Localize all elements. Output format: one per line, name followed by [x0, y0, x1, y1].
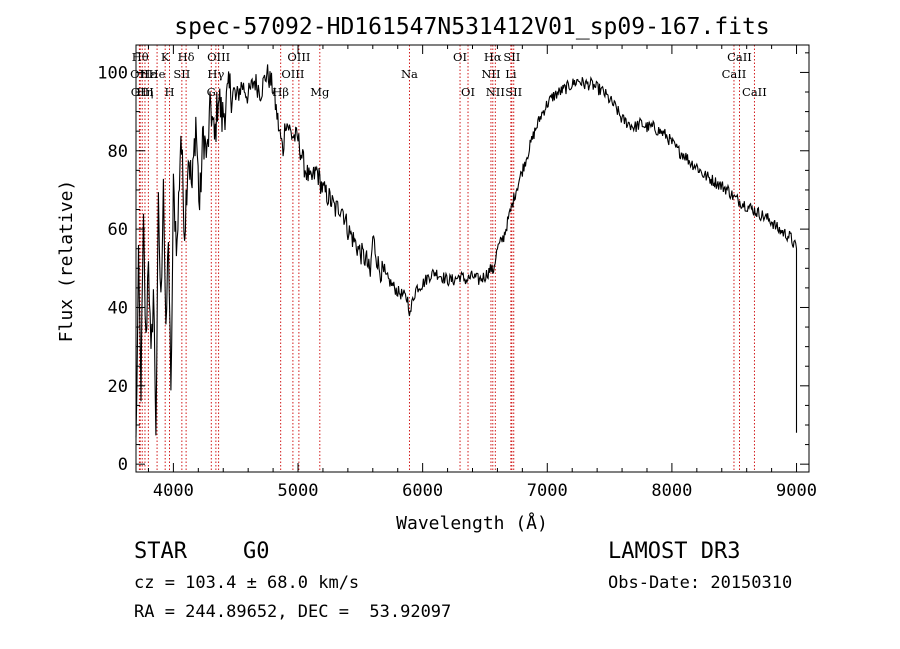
- x-axis-ticks: 4000 5000 6000 7000 8000 9000: [147, 45, 817, 501]
- line-marker-label: Hγ: [207, 67, 224, 81]
- line-marker-label: Hβ: [272, 85, 289, 99]
- x-tick-label: 7000: [527, 481, 568, 501]
- survey-name: LAMOST DR3: [608, 539, 741, 564]
- line-marker-label: Hη: [137, 85, 154, 99]
- y-tick-label: 20: [108, 377, 128, 397]
- line-marker-label: CaII: [727, 50, 752, 64]
- line-marker-label: OIII: [207, 50, 230, 64]
- line-marker-label: OI: [461, 85, 475, 99]
- observation-date: Obs-Date: 20150310: [608, 573, 793, 593]
- line-marker-label: Hδ: [178, 50, 195, 64]
- coordinates: RA = 244.89652, DEC = 53.92097: [134, 602, 452, 622]
- line-marker-label: OIII: [281, 67, 304, 81]
- x-tick-label: 4000: [153, 481, 194, 501]
- line-marker-label: Hε: [140, 67, 156, 81]
- line-marker-label: Hα: [484, 50, 502, 64]
- x-tick-label: 6000: [402, 481, 443, 501]
- line-marker-label: Na: [401, 67, 418, 81]
- y-tick-label: 0: [118, 455, 128, 475]
- object-subclass: G0: [243, 539, 270, 564]
- y-tick-label: 60: [108, 220, 128, 240]
- line-marker-label: G: [207, 85, 216, 99]
- line-marker-label: Mg: [310, 85, 330, 99]
- spectral-line-labels: HθOIIOIIIHηHεHeKHSIIHδGHγOIIIHβOIIIOIIIM…: [130, 50, 767, 99]
- y-tick-label: 100: [97, 63, 128, 83]
- line-marker-label: CaII: [722, 67, 747, 81]
- line-marker-label: Hθ: [132, 50, 149, 64]
- line-marker-label: SII: [173, 67, 190, 81]
- line-marker-label: OI: [453, 50, 467, 64]
- y-axis-label: Flux (relative): [56, 180, 77, 343]
- y-tick-label: 40: [108, 298, 128, 318]
- x-axis-label: Wavelength (Å): [396, 512, 548, 534]
- line-marker-label: OII: [130, 67, 149, 81]
- line-marker-label: NII: [481, 67, 500, 81]
- object-class: STAR: [134, 539, 187, 564]
- spectral-line-markers: [138, 45, 755, 472]
- y-tick-label: 80: [108, 142, 128, 162]
- y-axis-ticks: 0 20 40 60 80 100: [97, 52, 809, 475]
- line-marker-label: NII: [486, 85, 505, 99]
- line-marker-label: H: [165, 85, 175, 99]
- line-marker-label: SII: [505, 85, 522, 99]
- line-marker-label: He: [149, 67, 166, 81]
- line-marker-label: K: [161, 50, 170, 64]
- x-tick-label: 8000: [651, 481, 692, 501]
- plot-frame: [135, 44, 810, 473]
- spectrum-line: [135, 64, 798, 438]
- x-tick-label: 9000: [776, 481, 817, 501]
- x-tick-label: 5000: [278, 481, 319, 501]
- line-marker-label: Li: [505, 67, 517, 81]
- plot-axes: [135, 44, 810, 473]
- line-marker-label: CaII: [742, 85, 767, 99]
- chart-title: spec-57092-HD161547N531412V01_sp09-167.f…: [174, 14, 769, 40]
- line-marker-label: OIII: [287, 50, 310, 64]
- line-marker-label: SII: [503, 50, 520, 64]
- redshift-velocity: cz = 103.4 ± 68.0 km/s: [134, 573, 360, 593]
